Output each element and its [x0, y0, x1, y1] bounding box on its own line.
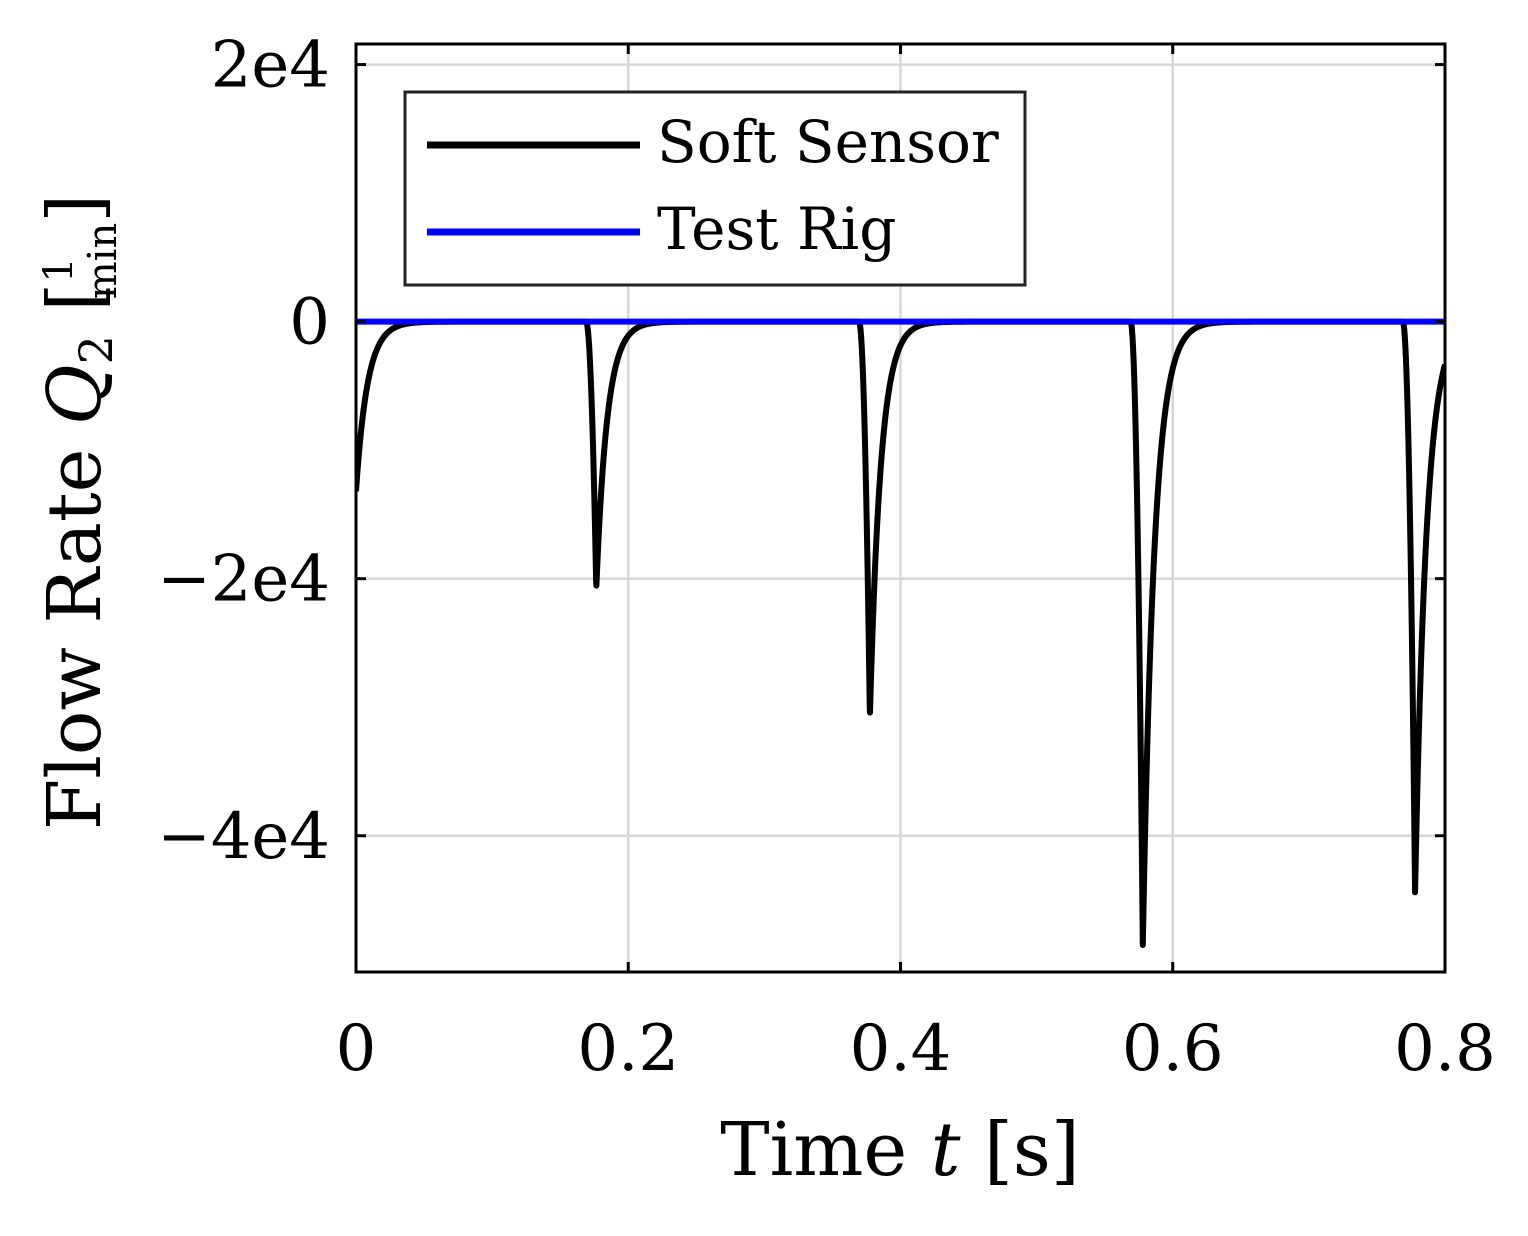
- y-tick-label: 2e4: [211, 29, 330, 103]
- x-tick-label: 0.6: [1122, 1012, 1224, 1086]
- y-axis-label-subscript: 2: [69, 335, 123, 364]
- y-axis-label: Flow Rate Q2 [1min]: [32, 194, 126, 830]
- legend-label-test-rig: Test Rig: [657, 195, 896, 263]
- svg-text:Flow Rate Q2 [1min]: Flow Rate Q2 [1min]: [32, 194, 126, 830]
- y-axis-label-unit-numerator: 1: [36, 257, 82, 282]
- y-axis-label-unit-close: ]: [32, 194, 118, 223]
- y-axis-label-prefix: Flow Rate: [32, 425, 118, 830]
- y-tick-label: −4e4: [157, 800, 330, 874]
- y-tick-label: 0: [289, 286, 330, 360]
- x-tick-label: 0.8: [1394, 1012, 1496, 1086]
- y-tick-label: −2e4: [157, 543, 330, 617]
- y-axis-label-unit-open: [: [32, 283, 118, 335]
- legend: Soft Sensor Test Rig: [403, 90, 1027, 287]
- legend-label-soft-sensor: Soft Sensor: [657, 108, 999, 176]
- x-tick-label: 0.2: [577, 1012, 679, 1086]
- axes-frame: [354, 42, 1447, 974]
- tick-labels: 0 0.2 0.4 0.6 0.8 2e4 0 −2e4 −4e4: [157, 29, 1496, 1086]
- series-layer: [356, 318, 1445, 949]
- x-axis-label: Time t [s]: [720, 1107, 1080, 1193]
- legend-box: [403, 90, 1027, 287]
- x-tick-label: 0: [336, 1012, 377, 1086]
- x-tick-label: 0.4: [850, 1012, 952, 1086]
- y-axis-label-symbol: Q: [32, 364, 118, 425]
- y-axis-label-unit-denominator: min: [80, 223, 126, 299]
